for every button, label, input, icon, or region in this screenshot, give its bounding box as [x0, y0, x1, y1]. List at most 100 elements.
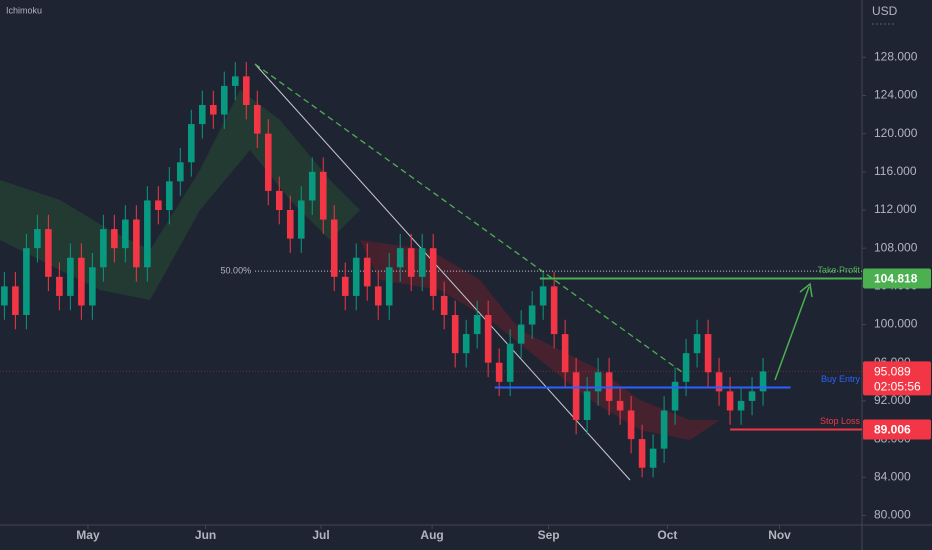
candle-body [12, 286, 19, 315]
candle-body [144, 200, 151, 268]
candle-body [528, 305, 536, 325]
candle-body [352, 257, 360, 296]
x-tick-label: Oct [657, 528, 677, 542]
candle-body [726, 391, 734, 411]
candle-body [682, 353, 690, 382]
candle-body [100, 229, 107, 268]
target-arrow-head [799, 282, 813, 298]
candle-body [594, 372, 602, 392]
candle-body [506, 343, 514, 382]
y-tick-label: 128.000 [874, 49, 918, 63]
level-price: 104.818 [874, 272, 918, 286]
y-tick-label: 112.000 [874, 202, 917, 216]
indicator-label: Ichimoku [6, 5, 42, 15]
candle-body [23, 248, 30, 315]
candle-body [495, 362, 503, 382]
x-tick-label: Nov [768, 528, 791, 542]
candle-body [539, 286, 547, 306]
candle-body [155, 200, 162, 210]
candle-body [199, 105, 206, 125]
y-tick-label: 120.000 [874, 126, 918, 140]
candle-body [297, 200, 305, 239]
candle-body [133, 219, 140, 268]
x-tick-label: Aug [420, 528, 443, 542]
candle-body [242, 76, 250, 105]
candle-body [407, 248, 415, 277]
x-tick-label: Jun [195, 528, 216, 542]
x-tick-label: May [76, 528, 100, 542]
level-price-box [863, 268, 931, 289]
candle-body [166, 181, 173, 210]
candle-body [308, 171, 316, 201]
candle-body [572, 372, 580, 420]
candle-body [649, 448, 657, 468]
last-price-box [863, 361, 931, 396]
candle-body [660, 410, 668, 449]
candle-body [385, 267, 393, 306]
y-tick-label: 92.000 [874, 393, 911, 407]
x-tick-label: Sep [538, 528, 560, 542]
y-tick-label: 108.000 [874, 240, 918, 254]
level-name: Stop Loss [820, 416, 861, 426]
candle-body [374, 286, 382, 306]
candle-body [715, 372, 723, 392]
last-price: 95.089 [874, 365, 911, 379]
candle-body [429, 248, 437, 296]
y-tick-label: 116.000 [874, 164, 917, 178]
candle-body [231, 76, 239, 86]
candle-body [363, 257, 371, 287]
candle-body [286, 210, 294, 239]
level-price-box [863, 419, 931, 440]
countdown: 02:05:56 [874, 380, 921, 394]
candle-body [704, 334, 712, 373]
candle-body [462, 334, 470, 354]
candle-body [451, 315, 459, 354]
candle-body [748, 391, 756, 401]
candle-body [1, 286, 8, 306]
y-tick-label: 84.000 [874, 469, 911, 483]
candle-body [220, 85, 228, 115]
y-tick-label: 100.000 [874, 317, 918, 331]
candle-body [550, 286, 558, 335]
candle-body [759, 371, 767, 392]
candle-body [188, 124, 195, 163]
candle-body [517, 324, 525, 344]
fib-label: 50.00% [221, 265, 252, 275]
candle-body [253, 105, 261, 134]
candle-body [111, 229, 118, 249]
dashed-trend-line [254, 63, 683, 373]
candle-body [561, 334, 569, 373]
candle-body [583, 391, 591, 420]
candle-body [737, 400, 745, 411]
target-arrow [774, 286, 810, 381]
candle-body [627, 410, 635, 440]
candle-body [473, 315, 481, 335]
candle-body [330, 219, 338, 277]
candle-body [671, 381, 679, 411]
candle-body [396, 248, 404, 268]
candle-body [78, 257, 85, 306]
candle-body [440, 295, 448, 315]
candle-body [484, 315, 492, 363]
x-tick-label: Jul [312, 528, 329, 542]
y-tick-label: 124.000 [874, 88, 918, 102]
candle-body [45, 229, 52, 277]
level-name: Take Profit [817, 265, 860, 275]
candle-body [34, 229, 41, 249]
candle-body [89, 267, 96, 306]
candle-body [210, 105, 217, 115]
candle-body [418, 248, 426, 277]
trend-line [254, 63, 631, 481]
candle-body [275, 190, 283, 210]
level-name: Buy Entry [821, 374, 861, 384]
candle-body [319, 171, 327, 220]
candle-body [638, 439, 646, 468]
candle-body [122, 219, 129, 249]
currency-label: USD [872, 4, 898, 18]
candle-body [56, 276, 63, 296]
candle-body [177, 162, 184, 182]
y-tick-label: 80.000 [874, 508, 911, 522]
level-price: 89.006 [874, 423, 911, 437]
candle-body [616, 400, 624, 411]
candle-body [693, 334, 701, 354]
